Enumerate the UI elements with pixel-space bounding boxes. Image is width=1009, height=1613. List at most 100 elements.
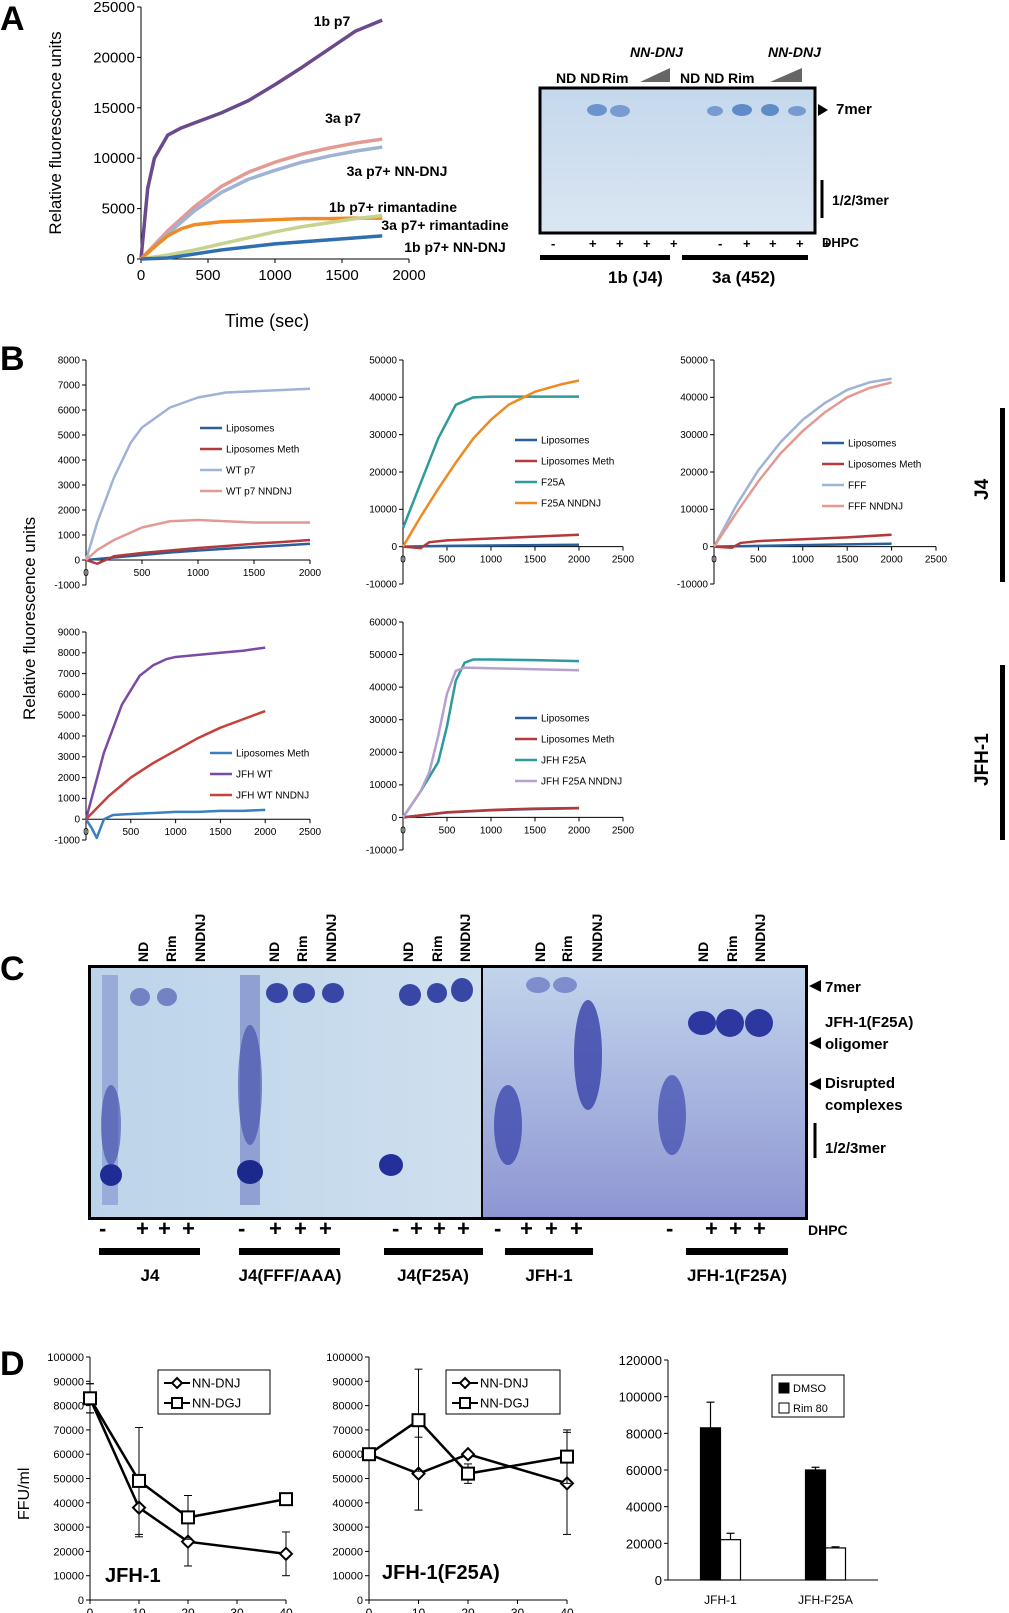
x-category-label: JFH-F25A xyxy=(798,1593,853,1607)
gel-c-group-bar xyxy=(239,1248,340,1255)
data-point-square xyxy=(560,1449,574,1464)
x-tick-label: 30 xyxy=(511,1606,525,1613)
x-tick-label: 500 xyxy=(439,555,456,566)
x-tick-label: 1500 xyxy=(524,825,547,836)
y-tick-label: 0 xyxy=(391,542,397,553)
legend-label: F25A xyxy=(541,478,565,489)
gel-c-lane-header: ND xyxy=(532,941,548,962)
legend-label: JFH WT NNDNJ xyxy=(236,791,309,802)
panel-letter-d: D xyxy=(0,1345,25,1383)
gel-c-image xyxy=(88,965,808,1220)
legend-label: NN-DGJ xyxy=(192,1396,241,1411)
gel-a-dhpc-sign: + xyxy=(589,236,597,251)
y-tick-label: 20000 xyxy=(369,467,397,478)
gel-c-group-label: J4(F25A) xyxy=(397,1266,469,1285)
y-tick-label: 2000 xyxy=(58,773,81,784)
gel-c-lane-header: NNDNJ xyxy=(457,913,473,962)
x-tick-label: 2500 xyxy=(299,827,322,838)
gel-a-dhpc-sign: + xyxy=(616,236,624,251)
legend-swatch xyxy=(778,1402,790,1414)
chart-d1: 0 10000 20000 30000 40000 50000 60000 70000 8000… xyxy=(47,1352,294,1613)
legend-label: WT p7 xyxy=(226,466,256,477)
y-tick-label: 20000 xyxy=(369,748,397,759)
legend-marker xyxy=(170,1376,184,1390)
chart-a-ylabel: Relative fluorescence units xyxy=(46,31,65,234)
y-tick-label: 80000 xyxy=(53,1401,84,1413)
y-tick-label: 30000 xyxy=(680,430,708,441)
y-tick-label: 80000 xyxy=(626,1426,662,1441)
gel-a-dhpc-sign: + xyxy=(796,236,804,251)
gel-a-dhpc-sign: + xyxy=(643,236,651,251)
y-tick-label: 8000 xyxy=(58,355,81,366)
x-tick-label: 1500 xyxy=(209,827,232,838)
y-tick-label: 50000 xyxy=(680,355,708,366)
legend-label: NN-DNJ xyxy=(192,1376,240,1391)
x-tick-label: 500 xyxy=(439,825,456,836)
gel-c-lane-header: Rim xyxy=(429,935,445,962)
x-tick-label: 40 xyxy=(279,1606,293,1613)
bar-dmso xyxy=(804,1469,827,1581)
y-tick-label: 100000 xyxy=(326,1352,363,1364)
gel-c-dhpc-plus: + xyxy=(753,1216,766,1241)
y-tick-label: 20000 xyxy=(332,1546,363,1558)
gel-c-group-label: JFH-1(F25A) xyxy=(686,1266,788,1285)
series-line-0 xyxy=(402,543,580,548)
gel-c-lane-header: ND xyxy=(695,941,711,962)
y-tick-label: 7000 xyxy=(58,380,81,391)
legend-box xyxy=(771,1374,845,1418)
gel-c-dhpc-plus: + xyxy=(294,1216,307,1241)
y-tick-label: 20000 xyxy=(626,1536,662,1551)
gel-a-group-3a: 3a (452) xyxy=(712,268,776,287)
x-tick-label: 0 xyxy=(83,827,89,838)
y-tick-label: 4000 xyxy=(58,731,81,742)
y-tick-label: 5000 xyxy=(58,711,81,722)
chart-a-xlabel: Time (sec) xyxy=(225,311,309,331)
series-line-2 xyxy=(139,145,383,261)
x-tick-label: 2000 xyxy=(254,827,277,838)
y-tick-label: 9000 xyxy=(58,627,81,638)
gel-c-dhpc-plus: + xyxy=(433,1216,446,1241)
gel-c-lane-header: ND xyxy=(400,941,416,962)
gel-c-dhpc-minus: - xyxy=(666,1216,674,1241)
y-tick-label: 1000 xyxy=(58,530,81,541)
gel-c-group-bar xyxy=(686,1248,788,1255)
gel-c-dhpc-minus: - xyxy=(238,1216,246,1241)
y-tick-label: 100000 xyxy=(47,1352,84,1364)
series-line-0 xyxy=(85,542,311,562)
y-tick-label: 10000 xyxy=(369,505,397,516)
chart-annotation: JFH-1(F25A) xyxy=(382,1562,500,1584)
series-line-3 xyxy=(712,381,892,548)
x-tick-label: 0 xyxy=(137,267,145,284)
data-point-square xyxy=(411,1413,426,1428)
x-tick-label: 1500 xyxy=(524,555,547,566)
bar-dmso xyxy=(699,1427,722,1581)
gel-a-dhpc-sign: - xyxy=(718,236,723,251)
gel-a-dhpc-sign: + xyxy=(823,236,831,251)
gel-c-dhpc-label: DHPC xyxy=(808,1222,848,1238)
y-tick-label: 4000 xyxy=(58,455,81,466)
gel-c-lane-header: Rim xyxy=(559,935,575,962)
y-tick-label: 40000 xyxy=(680,393,708,404)
series-line-5 xyxy=(140,234,383,261)
panel-letter-a: A xyxy=(0,0,25,38)
legend-label: FFF NNDNJ xyxy=(848,502,903,513)
jfh1-bracket xyxy=(1000,665,1005,840)
series-line-2 xyxy=(85,709,266,821)
y-tick-label: -1000 xyxy=(54,580,80,591)
y-tick-label: 70000 xyxy=(53,1425,84,1437)
chart-b4: -100001000200030004000500060007000800090… xyxy=(54,627,322,846)
legend-label: Liposomes xyxy=(541,436,589,447)
y-tick-label: 7000 xyxy=(58,669,81,680)
gel-a-dhpc-sign: - xyxy=(551,236,556,251)
gel-c-group-bar xyxy=(505,1248,593,1255)
x-tick-label: 0 xyxy=(711,555,717,566)
legend-label: Liposomes Meth xyxy=(848,460,921,471)
legend-label: Liposomes Meth xyxy=(226,445,299,456)
x-tick-label: 1000 xyxy=(480,555,503,566)
x-tick-label: 0 xyxy=(400,825,406,836)
y-tick-label: 10000 xyxy=(369,780,397,791)
series-label-0: 1b p7 xyxy=(314,13,351,29)
data-point-square xyxy=(461,1466,475,1481)
side-label-jfh1: JFH-1 xyxy=(972,733,993,786)
y-tick-label: 40000 xyxy=(369,393,397,404)
